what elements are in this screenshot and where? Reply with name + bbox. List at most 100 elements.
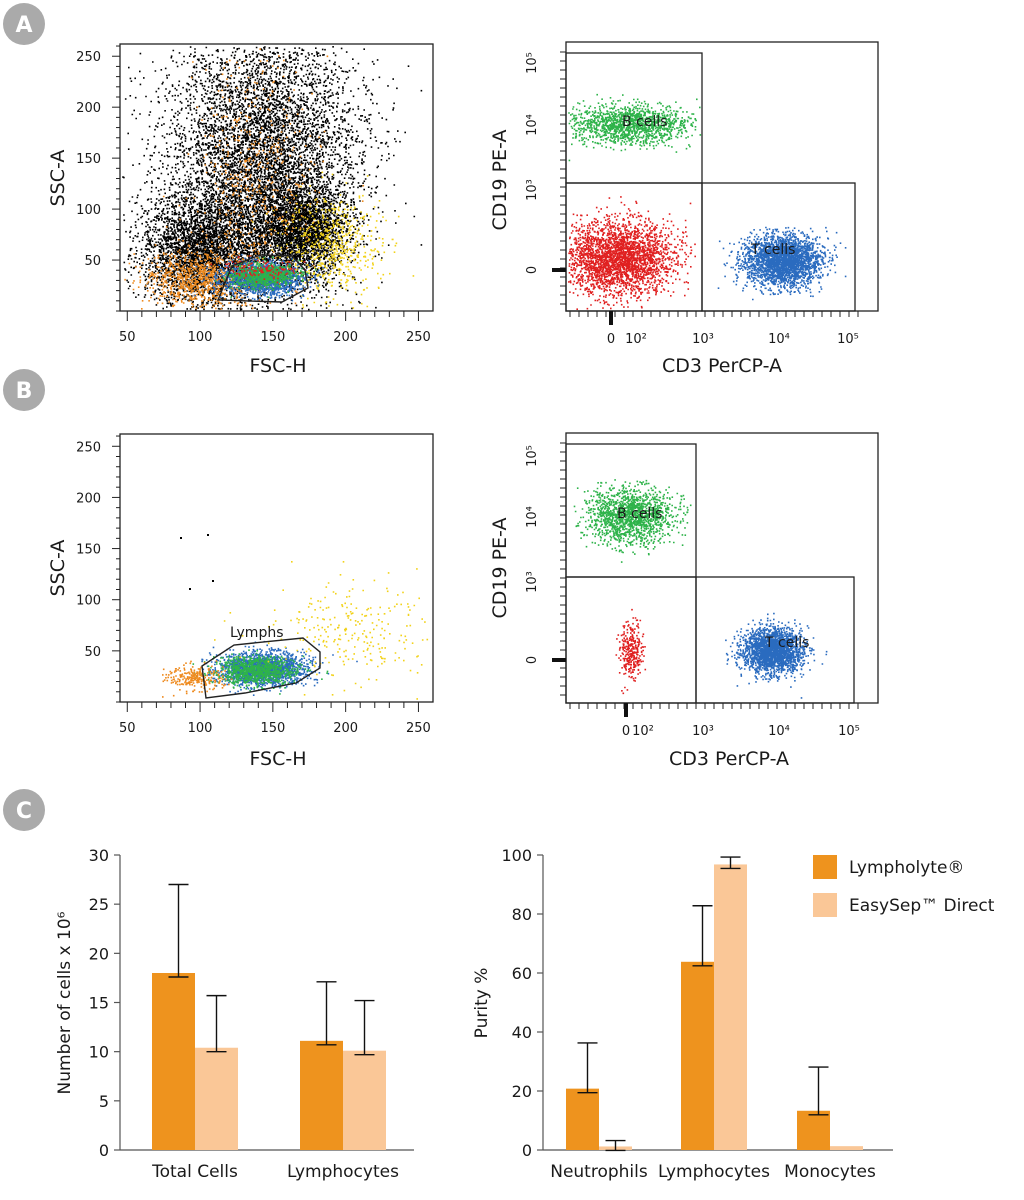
b-scatter-ytick-label: 150 — [76, 543, 101, 558]
a-scatter-ytick-label: 250 — [76, 50, 101, 65]
c2-category-label: Neutrophils — [550, 1162, 648, 1182]
panel-a-quadrant: B cells T cells 0 10² 10³ 10⁴ 10⁵010³10⁴10⁵ … — [489, 41, 879, 377]
c2-bar-0 — [566, 1088, 599, 1150]
b-outlier-events — [180, 534, 214, 590]
c1-plot: 0 5 10 15 20 25 30 Total Cells Lymphocytes — [89, 846, 414, 1182]
a-lymph-bcells — [214, 256, 317, 299]
b-scatter-ylabel: SSC-A — [47, 540, 69, 597]
b-scatter-xtick-label: 250 — [406, 721, 431, 736]
c1-ylabel: Number of cells x 10⁶ — [55, 911, 75, 1094]
c2-ytick-label: 80 — [512, 905, 532, 924]
a-quad-ylabel: CD19 PE-A — [489, 129, 511, 230]
b-lymphs-label: Lymphs — [230, 625, 284, 641]
legend: Lympholyte® EasySep™ Direct — [813, 855, 995, 917]
a-quad-dots — [568, 93, 847, 310]
b-lymph-gate — [201, 637, 321, 699]
b-bcell-events — [573, 479, 692, 563]
a-quad-xtick-label: 10³ — [692, 332, 714, 347]
b-scatter-xtick-label: 200 — [333, 721, 358, 736]
c1-ytick-label: 20 — [89, 944, 109, 963]
c1-category-label: Total Cells — [151, 1162, 238, 1182]
b-scatter-xlabel: FSC-H — [249, 748, 306, 770]
a-tcells-label: T cells — [750, 242, 795, 258]
a-lymph-red — [210, 254, 307, 284]
legend-label-lympholyte: Lympholyte® — [849, 858, 964, 878]
a-quad-xtick-label: 0 — [607, 332, 615, 347]
panel-c-cells: 0 5 10 15 20 25 30 Total Cells Lymphocytes Numbe… — [55, 846, 414, 1182]
c2-ytick-label: 0 — [522, 1141, 532, 1160]
b-quad-ytick-label: 10³ — [525, 571, 540, 593]
legend-label-easysep: EasySep™ Direct — [849, 896, 995, 916]
a-quad-ytick-label: 0 — [525, 266, 540, 274]
c1-bar-0 — [300, 1040, 343, 1150]
c1-category-label: Lymphocytes — [287, 1162, 399, 1182]
a-quad-ytick-label: 10⁴ — [525, 114, 540, 136]
b-quad-xtick-label: 10⁵ — [838, 724, 860, 739]
c1-bar-0 — [152, 973, 195, 1150]
legend-swatch-easysep — [813, 893, 837, 917]
c2-bar-1 — [714, 864, 747, 1150]
b-quad-yzero-mark — [552, 658, 566, 662]
a-bcells-label: B cells — [622, 114, 667, 130]
a-scatter-ytick-label: 50 — [84, 254, 101, 269]
b-tcells-label: T cells — [764, 635, 809, 651]
a-tcell-events — [717, 226, 847, 301]
a-scatter-frame — [119, 43, 434, 312]
b-scatter-ytick-label: 100 — [76, 594, 101, 609]
c1-ytick-label: 15 — [89, 994, 109, 1013]
a-bcell-events — [568, 93, 702, 162]
b-quad-zero-mark — [624, 703, 628, 717]
c1-bar-1 — [343, 1050, 386, 1150]
a-scatter-ytick-label: 200 — [76, 101, 101, 116]
a-scatter-ytick-label: 150 — [76, 152, 101, 167]
panel-c-purity: 0 20 40 60 80 100 Neutrophils Lymphocytes Monocy… — [472, 846, 995, 1182]
b-scatter-xtick-label: 50 — [119, 721, 136, 736]
b-scatter-ytick-label: 200 — [76, 491, 101, 506]
a-quad-zero-mark — [609, 311, 613, 325]
b-tcell-gate — [695, 576, 855, 704]
b-yellow-events — [214, 561, 429, 700]
a-scatter-xtick-label: 50 — [119, 330, 136, 345]
b-scatter-ytick-label: 250 — [76, 440, 101, 455]
b-quad-frame — [565, 432, 879, 704]
badge-c-circle — [3, 789, 45, 831]
badge-c-letter: C — [16, 799, 32, 824]
badge-a-letter: A — [15, 13, 32, 38]
a-tcell-gate — [701, 182, 856, 312]
badge-b-letter: B — [16, 379, 33, 404]
b-orange-events — [162, 660, 233, 698]
b-quad-ytick-label: 10⁴ — [525, 506, 540, 528]
a-quad-xtick-label: 10⁴ — [768, 332, 790, 347]
panel-b-quadrant: B cells T cells 0 10² 10³ 10⁴ 10⁵010³10⁴10⁵ … — [489, 432, 879, 770]
badge-a: A — [3, 3, 45, 45]
a-scatter-xtick-label: 100 — [188, 330, 213, 345]
c2-ytick-label: 40 — [512, 1023, 532, 1042]
a-orange-events — [124, 230, 278, 310]
b-scatter-ticks: 50 100 150 200 250 50 100 150 200 250 — [76, 435, 431, 736]
b-quad-xtick-label: 0 — [622, 724, 630, 739]
b-other-events — [615, 608, 647, 695]
c1-bar-1 — [195, 1047, 238, 1150]
a-quad-ticks: 0 10² 10³ 10⁴ 10⁵ 0 10³ 10⁴ 10⁵ — [525, 51, 859, 347]
c1-ytick-label: 5 — [99, 1092, 109, 1111]
a-scatter-xtick-label: 200 — [333, 330, 358, 345]
c2-category-label: Lymphocytes — [658, 1162, 770, 1182]
c1-ytick-label: 10 — [89, 1043, 109, 1062]
b-quad-xtick-label: 10⁴ — [768, 724, 790, 739]
c2-bar-0 — [681, 961, 714, 1150]
b-lymph-tcells — [195, 640, 358, 696]
a-scatter-ticks: 50 100 150 200 250 50 100 150 200 250 — [76, 45, 431, 345]
a-quad-xlabel: CD3 PerCP-A — [662, 355, 782, 377]
b-bcells-label: B cells — [617, 506, 662, 522]
a-quad-yzero-mark — [552, 268, 566, 272]
a-scatter-xlabel: FSC-H — [249, 355, 306, 377]
b-quad-xtick-label: 10³ — [692, 724, 714, 739]
a-scatter-xtick-label: 150 — [260, 330, 285, 345]
b-scatter-xtick-label: 100 — [188, 721, 213, 736]
badge-a-circle — [3, 3, 45, 45]
b-quad-ylabel: CD19 PE-A — [489, 517, 511, 618]
a-lymph-gate — [216, 254, 309, 303]
a-scatter-dots — [122, 46, 423, 311]
badge-c: C — [3, 789, 45, 831]
